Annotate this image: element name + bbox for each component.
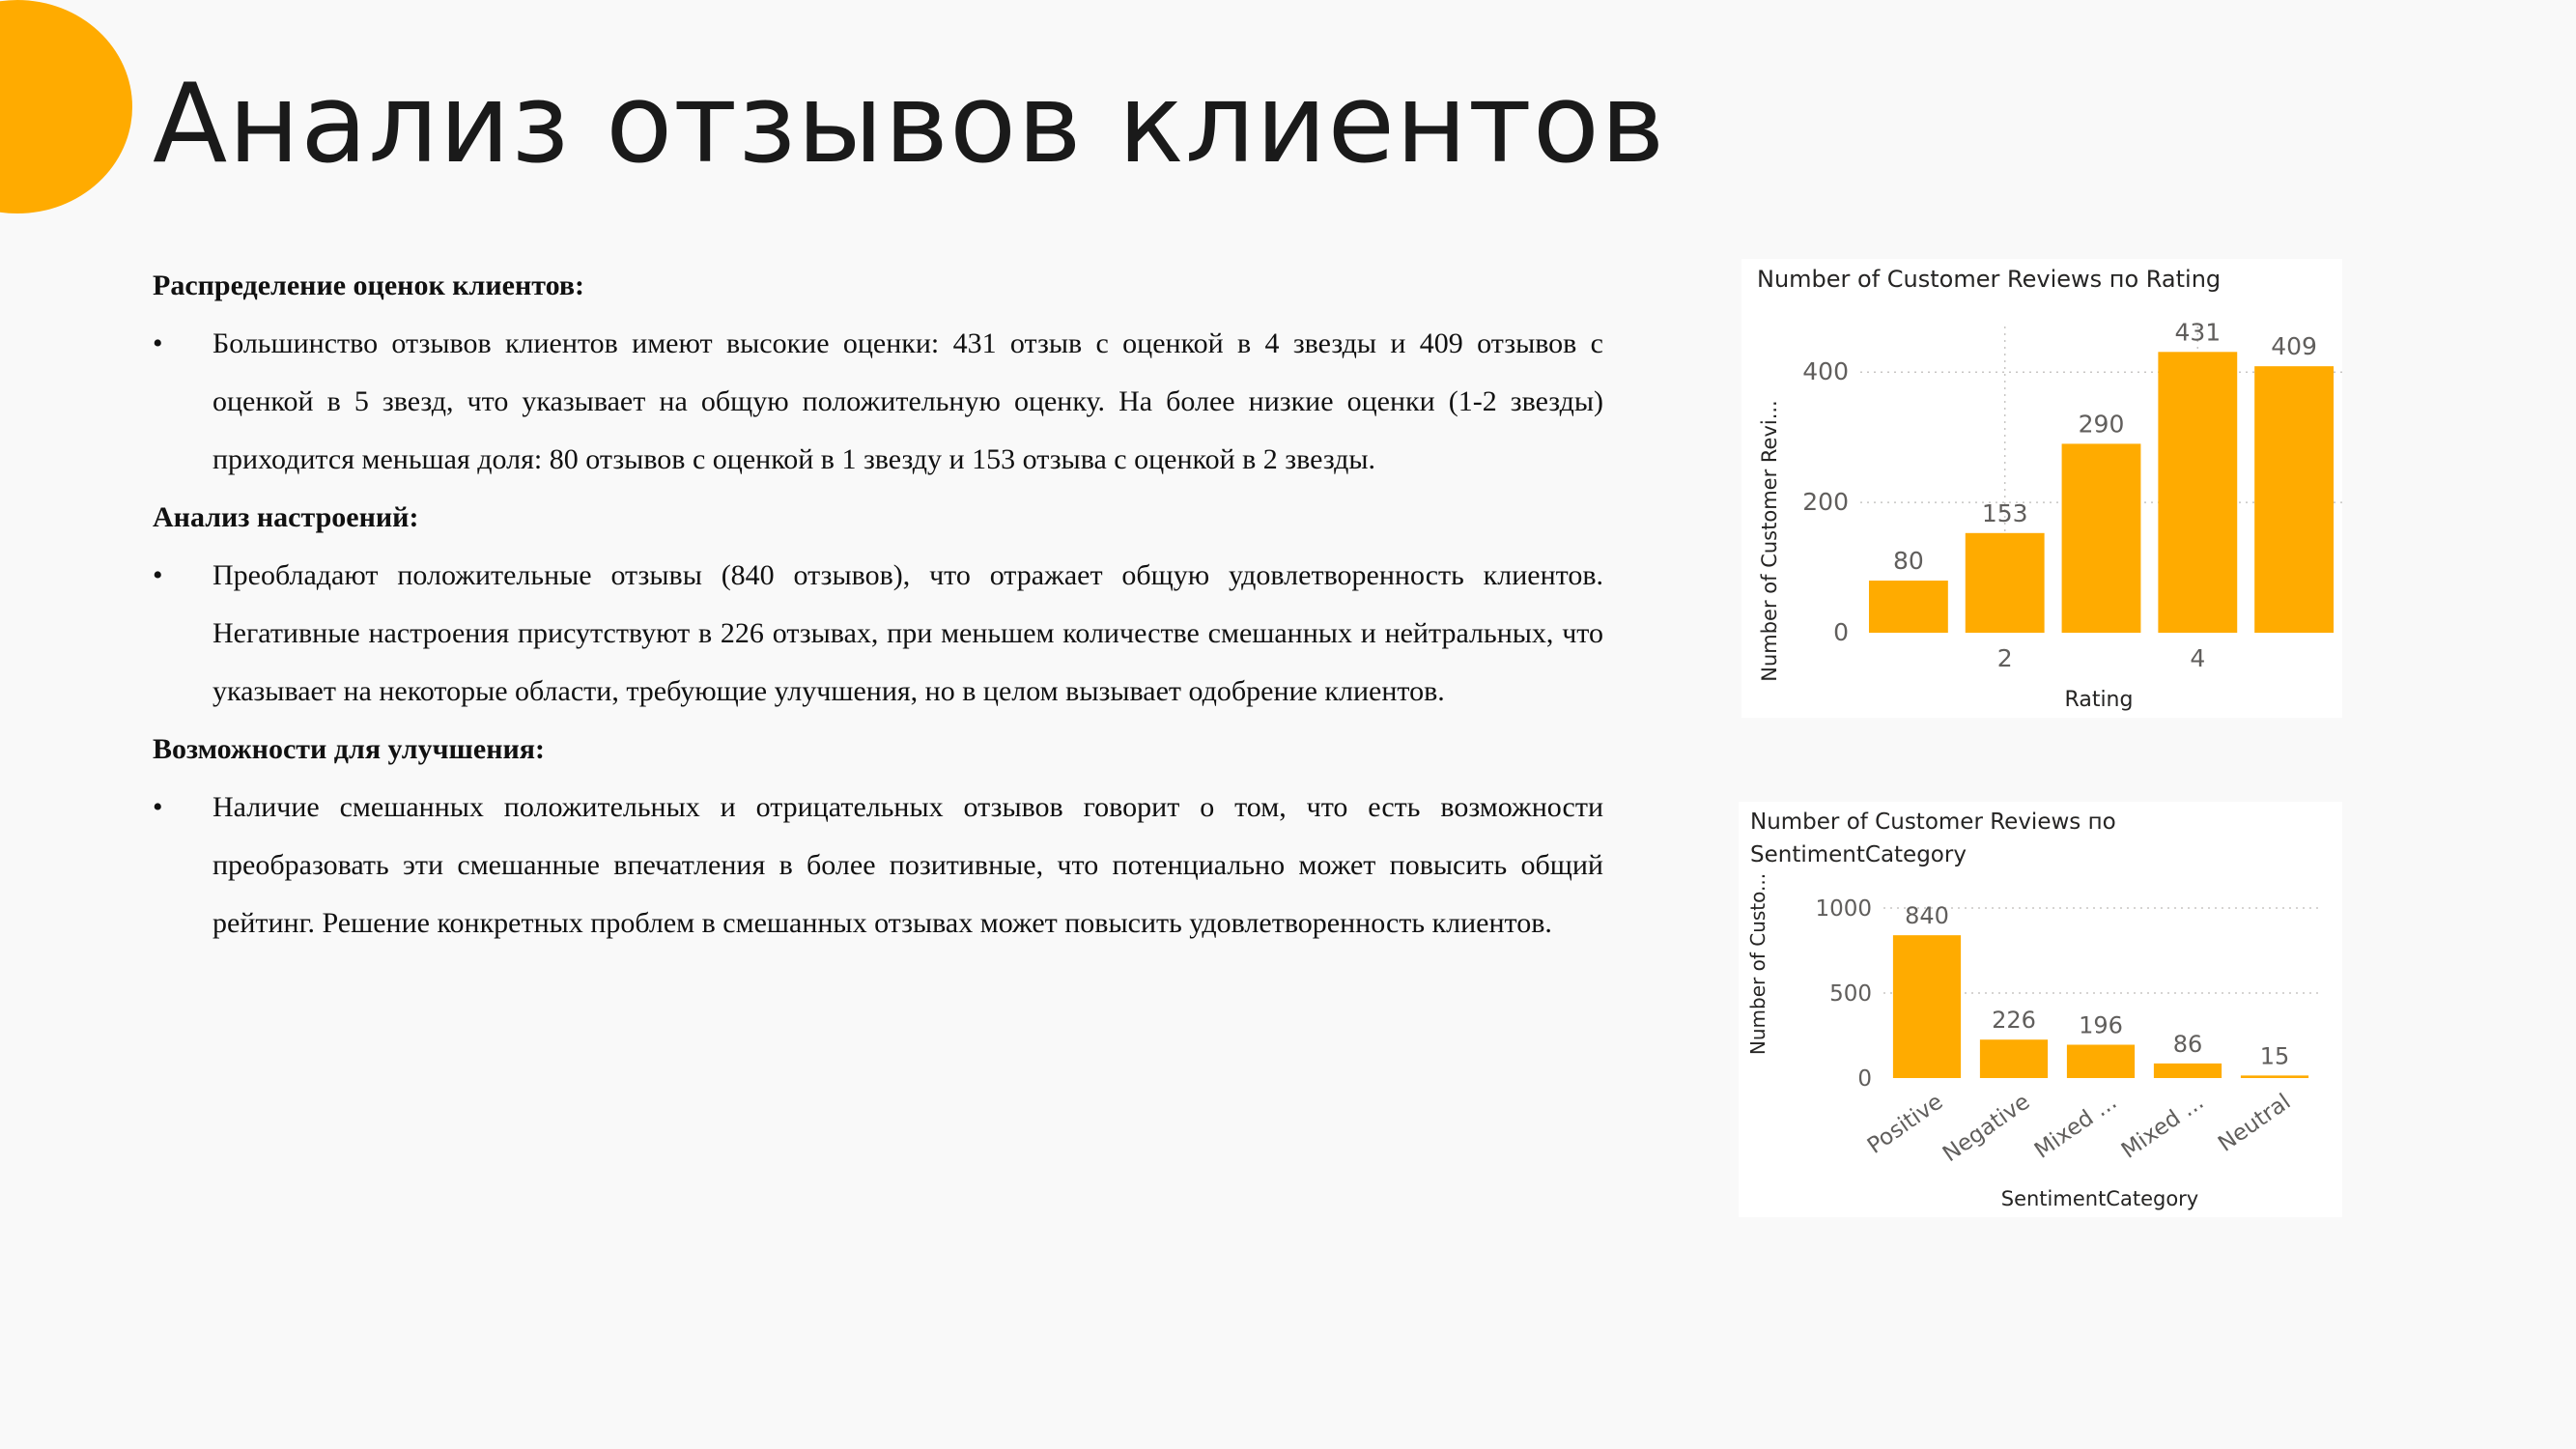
x-axis-label: Rating: [2065, 688, 2134, 712]
bar[interactable]: [2061, 443, 2141, 633]
x-tick-label: Mixed ...: [2030, 1090, 2121, 1164]
x-tick-label: Mixed ...: [2117, 1090, 2208, 1164]
decorative-circle: [0, 0, 132, 213]
data-label: 226: [1992, 1007, 2036, 1034]
chart-sentiment: Number of Customer Reviews по SentimentC…: [1746, 810, 2318, 1210]
x-tick-label: Positive: [1863, 1090, 1948, 1159]
data-label: 431: [2174, 318, 2221, 346]
bar[interactable]: [1965, 532, 2045, 633]
text-content: Распределение оценок клиентов: • Большин…: [153, 257, 1603, 952]
bar[interactable]: [2153, 1063, 2222, 1078]
section-heading-sentiment: Анализ настроений:: [153, 501, 419, 533]
bullet-mark: •: [153, 559, 163, 591]
chart-title-line-1: Number of Customer Reviews по: [1750, 810, 2116, 835]
y-tick-label: 500: [1829, 981, 1872, 1007]
bullet-mark: •: [153, 791, 163, 823]
bar[interactable]: [2254, 366, 2335, 633]
bar[interactable]: [2158, 352, 2238, 633]
data-label: 409: [2271, 332, 2317, 360]
data-label: 196: [2079, 1012, 2123, 1039]
chart-title: Number of Customer Reviews по Rating: [1757, 266, 2221, 293]
data-label: 153: [1982, 499, 2028, 527]
chart-sentiment-card: Number of Customer Reviews по SentimentC…: [1739, 802, 2342, 1217]
data-label: 80: [1893, 547, 1924, 575]
bullet-ratings: • Большинство отзывов клиентов имеют выс…: [153, 315, 1603, 489]
bullet-mark: •: [153, 327, 163, 359]
y-tick-label: 1000: [1815, 896, 1872, 922]
bar[interactable]: [1868, 581, 1948, 633]
y-tick-label: 200: [1802, 488, 1849, 516]
x-tick-label: 2: [1997, 644, 2013, 672]
y-tick-label: 0: [1833, 618, 1849, 646]
y-tick-label: 400: [1802, 357, 1849, 385]
bar[interactable]: [1892, 935, 1962, 1078]
bullet-sentiment: • Преобладают положительные отзывы (840 …: [153, 547, 1603, 721]
data-label: 290: [2079, 410, 2125, 438]
chart-rating-card: Number of Customer Reviews по Rating 80 1…: [1741, 259, 2342, 718]
data-label: 840: [1905, 902, 1949, 929]
bar[interactable]: [2240, 1075, 2309, 1078]
data-label: 86: [2173, 1031, 2203, 1058]
bullet-text-improvements: Наличие смешанных положительных и отрица…: [212, 791, 1603, 939]
x-tick-label: Neutral: [2214, 1090, 2295, 1157]
slide-title: Анализ отзывов клиентов: [153, 60, 1666, 187]
y-axis-label: Number of Custo...: [1746, 873, 1769, 1055]
section-heading-ratings: Распределение оценок клиентов:: [153, 270, 585, 301]
y-axis-label: Number of Customer Revi...: [1758, 400, 1781, 682]
chart-rating: Number of Customer Reviews по Rating 80 1…: [1757, 266, 2342, 712]
chart-title-line-2: SentimentCategory: [1750, 842, 1967, 867]
x-tick-label: 4: [2190, 644, 2205, 672]
bullet-text-sentiment: Преобладают положительные отзывы (840 от…: [212, 559, 1603, 707]
section-heading-improvements: Возможности для улучшения:: [153, 733, 545, 765]
x-axis-label: SentimentCategory: [2001, 1187, 2198, 1210]
bullet-text-ratings: Большинство отзывов клиентов имеют высок…: [212, 327, 1603, 475]
data-label: 15: [2260, 1042, 2290, 1069]
x-tick-label: Negative: [1939, 1090, 2034, 1168]
bar[interactable]: [1979, 1039, 2049, 1078]
bullet-improvements: • Наличие смешанных положительных и отри…: [153, 779, 1603, 952]
bar[interactable]: [2066, 1044, 2136, 1078]
y-tick-label: 0: [1857, 1066, 1872, 1092]
